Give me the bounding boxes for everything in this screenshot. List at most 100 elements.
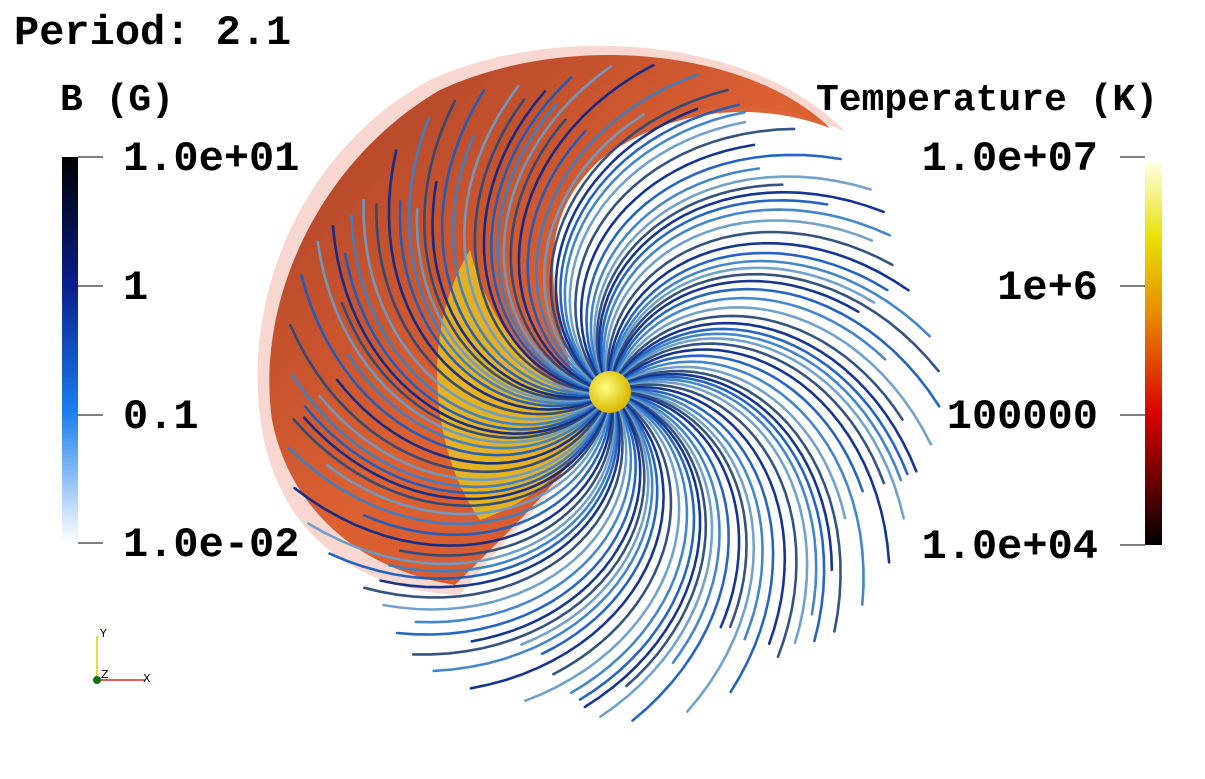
field-line — [618, 369, 842, 633]
field-line — [620, 389, 764, 641]
field-line — [585, 153, 842, 384]
field-line — [451, 135, 600, 396]
field-line — [407, 116, 601, 405]
tick-label: 1.0e+01 — [123, 135, 299, 183]
field-line — [620, 391, 741, 629]
field-line — [554, 107, 699, 387]
field-line — [620, 385, 787, 645]
field-line — [326, 402, 611, 516]
field-line — [579, 143, 756, 384]
field-line — [335, 378, 606, 465]
field-line — [363, 401, 624, 599]
field-line — [618, 360, 865, 606]
field-line — [602, 208, 891, 382]
field-line — [612, 296, 887, 382]
field-line — [423, 99, 600, 401]
field-line — [606, 230, 894, 382]
field-line — [614, 321, 918, 473]
field-line — [502, 65, 613, 391]
field-line — [593, 175, 872, 383]
axis-z — [93, 676, 101, 684]
field-line — [526, 129, 601, 389]
field-line — [440, 89, 600, 397]
field-line — [307, 402, 616, 566]
field-line — [414, 400, 633, 624]
field-line — [482, 90, 600, 393]
title: Period: 2.1 — [14, 9, 291, 57]
field-line — [620, 394, 708, 688]
axis-label: Y — [99, 627, 107, 640]
field-line — [340, 301, 604, 440]
field-line — [509, 118, 600, 391]
field-line — [568, 120, 747, 385]
field-line — [302, 402, 609, 501]
field-line — [618, 365, 847, 520]
field-line — [616, 342, 886, 485]
field-line — [399, 402, 614, 557]
field-line — [293, 402, 613, 547]
field-line — [331, 224, 603, 436]
field-line — [583, 394, 702, 709]
field-line — [609, 266, 876, 382]
field-line — [362, 402, 612, 537]
field-line — [620, 387, 775, 694]
field-line — [415, 208, 600, 403]
star — [589, 371, 631, 413]
field-line — [462, 85, 600, 394]
field-line — [489, 76, 600, 392]
tick-label: 100000 — [947, 393, 1098, 441]
field-line — [379, 401, 621, 589]
field-line — [375, 203, 602, 416]
field-line — [559, 103, 741, 386]
field-line — [563, 111, 746, 386]
field-line — [470, 400, 642, 643]
field-line — [615, 327, 909, 476]
field-line — [517, 63, 655, 390]
field-line — [578, 395, 696, 701]
colorbar — [1145, 162, 1162, 545]
field-line — [619, 375, 826, 643]
field-line — [395, 400, 637, 636]
field-line — [535, 73, 699, 388]
field-line — [346, 353, 605, 450]
colorbar-title: B (G) — [60, 79, 174, 122]
axis-label: Z — [101, 668, 109, 681]
colorbar-ticks: 1.0e+01 1 0.1 1.0e-02 — [78, 135, 299, 569]
field-line — [432, 398, 654, 673]
tick-label: 1 — [123, 264, 148, 312]
field-line — [524, 396, 681, 702]
field-line — [604, 219, 874, 382]
field-line — [607, 241, 910, 382]
field-line — [318, 394, 608, 482]
field-line — [599, 393, 714, 718]
tick-label: 1e+6 — [997, 264, 1098, 312]
field-line — [473, 98, 600, 394]
field-line — [619, 378, 818, 616]
field-line — [620, 392, 721, 664]
field-line — [613, 306, 933, 446]
field-line — [328, 402, 619, 581]
colorbar-ticks: 1.0e+07 1e+6 100000 1.0e+04 — [922, 135, 1145, 571]
field-line — [609, 259, 931, 382]
field-line — [343, 252, 603, 431]
axes-triad: Y Z X — [93, 627, 151, 685]
field-line — [620, 392, 730, 722]
colorbar — [62, 157, 78, 543]
field-line — [620, 390, 756, 713]
colorbar-title: Temperature (K) — [816, 79, 1158, 122]
field-line — [398, 200, 601, 408]
field-line — [620, 390, 748, 629]
field-line — [300, 274, 605, 457]
field-line — [595, 183, 784, 383]
field-line — [597, 190, 885, 383]
field-line — [316, 240, 604, 444]
field-line — [613, 314, 904, 421]
field-line — [589, 167, 761, 383]
field-line — [615, 332, 903, 482]
field-line — [540, 398, 659, 656]
field-line — [610, 279, 860, 382]
field-line — [303, 402, 609, 495]
field-line — [617, 354, 864, 493]
